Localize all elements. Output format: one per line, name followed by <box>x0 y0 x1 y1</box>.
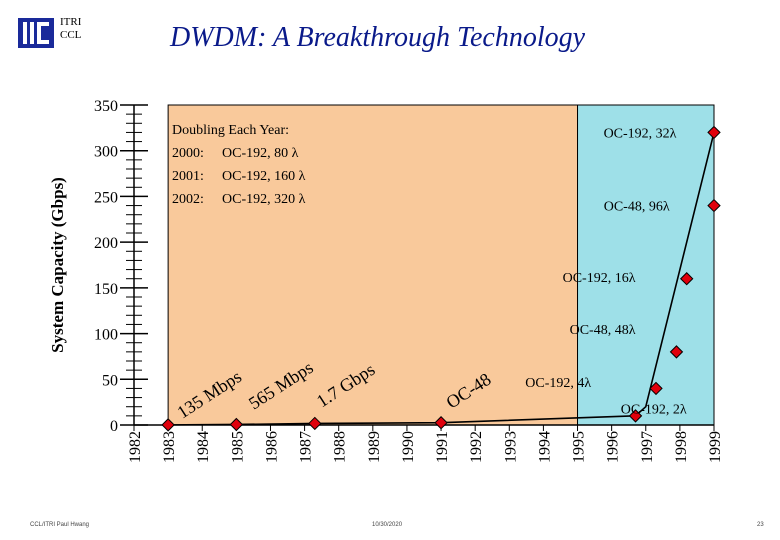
data-point-marker <box>649 381 663 396</box>
x-tick-label: 1996 <box>605 431 622 463</box>
x-tick-label: 1994 <box>536 431 553 463</box>
box-row-value: OC-192, 160 λ <box>222 169 306 184</box>
data-point-marker <box>308 416 322 431</box>
data-annotation: OC-192, 32λ <box>604 126 677 141</box>
data-point-marker <box>707 198 721 213</box>
data-annotation: OC-192, 16λ <box>563 271 636 286</box>
x-tick-label: 1989 <box>366 431 383 463</box>
x-tick-label: 1991 <box>434 431 451 463</box>
box-title: Doubling Each Year: <box>172 123 289 138</box>
y-tick-label: 350 <box>94 98 118 115</box>
data-annotation: OC-192, 2λ <box>621 403 687 418</box>
y-tick-label: 300 <box>94 144 118 161</box>
page-title: DWDM: A Breakthrough Technology <box>170 22 586 53</box>
footer-author: CCL/ITRI Paul Hwang <box>30 522 90 528</box>
box-row-year: 2001: <box>172 169 204 184</box>
y-tick-label: 150 <box>94 281 118 298</box>
x-tick-label: 1982 <box>127 431 144 463</box>
x-tick-label: 1997 <box>639 431 656 463</box>
y-tick-label: 250 <box>94 189 118 206</box>
x-tick-label: 1998 <box>673 431 690 463</box>
y-tick-label: 50 <box>102 372 118 389</box>
data-point-marker <box>229 417 244 432</box>
org-name: ITRI CCL <box>60 16 81 42</box>
data-point-marker <box>669 345 684 359</box>
x-tick-label: 1995 <box>571 431 588 463</box>
box-row-value: OC-192, 80 λ <box>222 146 299 161</box>
x-tick-label: 1986 <box>263 431 280 463</box>
y-tick-label: 100 <box>94 327 118 344</box>
x-tick-label: 1990 <box>400 431 417 463</box>
x-tick-label: 1983 <box>161 431 178 463</box>
x-tick-label: 1992 <box>468 431 485 463</box>
y-axis-title: System Capacity (Gbps) <box>48 177 67 353</box>
data-point-marker <box>628 409 643 423</box>
x-tick-label: 1993 <box>502 431 519 463</box>
y-tick-label: 200 <box>94 235 118 252</box>
data-annotation: OC-48, 96λ <box>604 200 670 215</box>
box-row-year: 2002: <box>172 192 204 207</box>
region-tdm-era <box>167 104 579 426</box>
data-point-marker <box>679 272 694 286</box>
org-line-2: CCL <box>60 29 82 41</box>
itri-logo-icon <box>18 18 54 48</box>
x-tick-label: 1988 <box>332 431 349 463</box>
x-tick-label: 1999 <box>707 431 724 463</box>
y-tick-label: 0 <box>110 418 118 435</box>
data-point-marker <box>161 418 175 432</box>
footer-date: 10/30/2020 <box>372 522 403 528</box>
x-tick-label: 1984 <box>195 431 212 463</box>
region-dwdm-era <box>577 104 715 426</box>
org-line-1: ITRI <box>60 16 82 28</box>
data-annotation: OC-192, 4λ <box>525 376 591 391</box>
data-annotation: OC-48, 48λ <box>570 323 636 338</box>
data-point-marker <box>707 125 721 140</box>
box-row-value: OC-192, 320 λ <box>222 192 306 207</box>
data-point-marker <box>434 416 448 430</box>
footer-page-number: 23 <box>757 522 764 528</box>
x-tick-label: 1987 <box>298 431 315 463</box>
box-row-year: 2000: <box>172 146 204 161</box>
x-tick-label: 1985 <box>229 431 246 463</box>
